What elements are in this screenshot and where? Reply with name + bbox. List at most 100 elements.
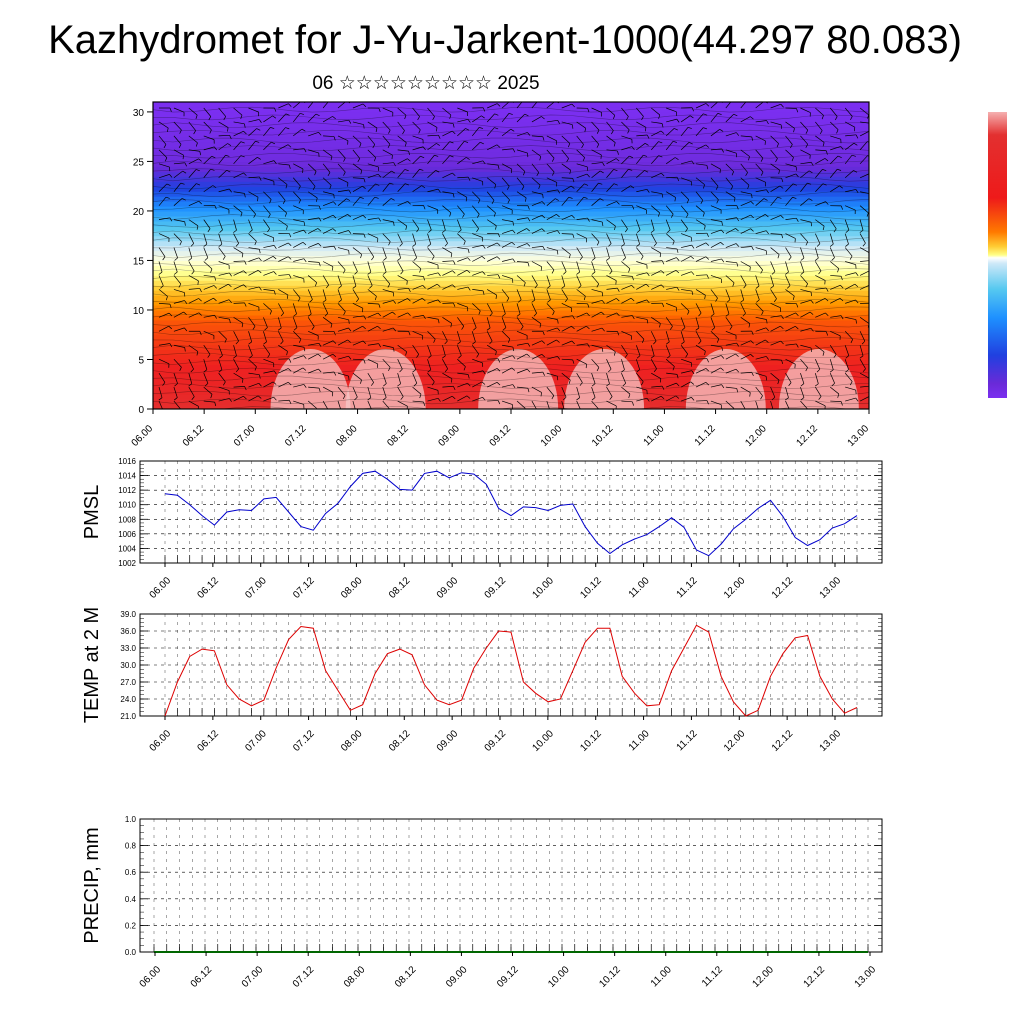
y-tick-label: 1008	[118, 515, 136, 524]
y-tick-label: 36.0	[120, 627, 136, 636]
x-tick-label: 13.00	[846, 423, 872, 449]
x-tick-label: 09.00	[435, 575, 461, 601]
heatmap-band	[153, 335, 869, 341]
x-tick-label: 08.12	[387, 728, 413, 754]
wind-barb-flag	[870, 271, 873, 274]
x-tick-label: 09.12	[488, 423, 514, 449]
y-tick-label: 30.0	[120, 661, 136, 670]
wind-barb-flag	[547, 412, 550, 415]
wind-barb-flag	[353, 412, 356, 414]
y-tick-label: 21.0	[120, 712, 136, 721]
x-tick-label: 10.12	[590, 423, 616, 449]
wind-barb-flag	[871, 386, 873, 390]
x-tick-label: 09.12	[483, 575, 509, 601]
x-tick-label: 09.00	[435, 728, 461, 754]
heatmap-field	[153, 99, 873, 469]
x-tick-label: 12.12	[770, 728, 796, 754]
x-tick-label: 11.00	[627, 575, 652, 600]
wind-barb-flag	[198, 406, 199, 410]
y-tick-label: 0.2	[125, 921, 137, 930]
y-tick-label: 1014	[118, 472, 136, 481]
y-tick-label: 1012	[118, 486, 136, 495]
x-tick-label: 07.00	[243, 728, 269, 754]
x-tick-label: 10.00	[531, 728, 557, 754]
y-tick-label: 1002	[118, 559, 136, 568]
wind-barb-flag	[524, 100, 528, 101]
wind-barb-flag	[369, 411, 372, 414]
heatmap-band	[153, 161, 869, 167]
x-tick-label: 06.12	[196, 575, 222, 601]
y-tick-label: 0.0	[125, 948, 137, 957]
wind-barb-flag	[870, 396, 873, 399]
y-tick-label: 0.8	[125, 842, 137, 851]
y-tick-label: 27.0	[120, 678, 136, 687]
heatmap-band	[153, 211, 869, 217]
x-tick-label: 07.12	[291, 964, 317, 990]
x-tick-label: 06.12	[189, 964, 215, 990]
x-tick-label: 08.00	[339, 728, 365, 754]
x-tick-label: 11.12	[693, 423, 718, 448]
x-tick-label: 10.12	[578, 575, 604, 601]
y-tick-label: 5	[138, 355, 144, 366]
x-tick-label: 07.00	[243, 575, 269, 601]
heatmap-band	[153, 231, 869, 237]
wind-barb-flag	[597, 409, 599, 413]
x-tick-label: 06.00	[138, 964, 164, 990]
color-legend-bar	[988, 112, 1007, 398]
x-tick-label: 11.00	[642, 423, 667, 448]
y-tick-label: 1010	[118, 501, 136, 510]
heatmap-band	[153, 285, 869, 291]
x-tick-label: 10.00	[539, 423, 565, 449]
heatmap-band	[153, 137, 869, 143]
x-tick-label: 13.00	[818, 728, 844, 754]
wind-barb-flag	[871, 123, 872, 127]
wind-barb-flag	[756, 412, 759, 415]
y-tick-label: 20	[133, 207, 145, 218]
wind-barb-flag	[539, 100, 543, 101]
heatmap-band	[153, 256, 869, 262]
wind-barb-flag	[161, 411, 164, 414]
x-tick-label: 07.00	[232, 423, 258, 449]
wind-barb-flag	[733, 99, 737, 100]
y-tick-label: 1006	[118, 530, 136, 539]
x-tick-label: 06.00	[148, 728, 174, 754]
x-tick-label: 09.12	[495, 964, 521, 990]
y-axis-label: TEMP at 2 M	[81, 607, 103, 723]
y-axis-label: PMSL	[81, 485, 103, 539]
wind-barb-flag	[871, 261, 873, 265]
heatmap-band	[153, 132, 869, 138]
y-tick-label: 39.0	[120, 610, 136, 619]
x-tick-label: 11.00	[649, 964, 674, 989]
x-tick-label: 07.12	[291, 728, 317, 754]
x-tick-label: 07.12	[283, 423, 309, 449]
x-tick-label: 12.00	[743, 423, 769, 449]
y-tick-label: 33.0	[120, 644, 136, 653]
x-tick-label: 10.12	[597, 964, 623, 990]
y-tick-label: 1.0	[125, 815, 137, 824]
heatmap-band	[153, 236, 869, 242]
x-tick-label: 11.00	[627, 728, 652, 753]
x-tick-label: 12.00	[722, 575, 748, 601]
x-tick-label: 06.00	[148, 575, 174, 601]
x-tick-label: 11.12	[675, 575, 700, 600]
heatmap-band	[153, 122, 869, 128]
y-tick-label: 10	[133, 306, 145, 317]
x-tick-label: 08.12	[387, 575, 413, 601]
y-axis-label: PRECIP, mm	[81, 827, 103, 943]
wind-barb-flag	[748, 100, 752, 101]
x-tick-label: 12.12	[795, 423, 821, 449]
y-tick-label: 1016	[118, 457, 136, 466]
wind-barb-flag	[870, 285, 873, 288]
x-tick-label: 12.00	[751, 964, 777, 990]
x-tick-label: 13.00	[853, 964, 879, 990]
wind-barb-flag	[770, 412, 773, 414]
x-tick-label: 07.12	[291, 575, 317, 601]
x-tick-label: 10.00	[531, 575, 557, 601]
x-tick-label: 12.12	[770, 575, 796, 601]
x-tick-label: 08.00	[342, 964, 368, 990]
x-tick-label: 13.00	[818, 575, 844, 601]
y-tick-label: 15	[133, 256, 145, 267]
x-tick-label: 09.00	[444, 964, 470, 990]
